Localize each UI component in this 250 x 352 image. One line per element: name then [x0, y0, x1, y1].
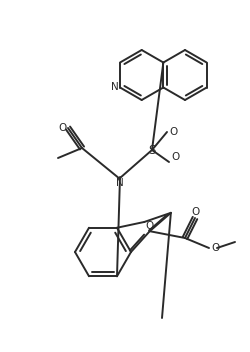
- Text: O: O: [191, 207, 199, 217]
- Text: O: O: [59, 123, 67, 133]
- Text: N: N: [111, 82, 119, 93]
- Text: O: O: [171, 152, 179, 162]
- Text: S: S: [148, 144, 156, 157]
- Text: N: N: [116, 178, 124, 188]
- Text: O: O: [169, 127, 177, 137]
- Text: O: O: [211, 243, 219, 253]
- Text: O: O: [146, 221, 154, 231]
